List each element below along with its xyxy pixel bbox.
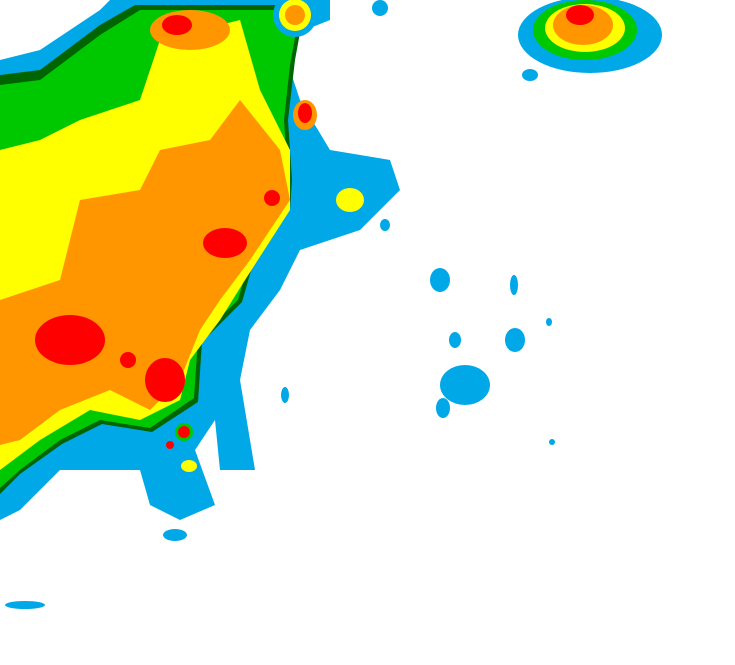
precip-light bbox=[510, 275, 518, 295]
precip-light bbox=[436, 398, 450, 418]
precip-intense bbox=[35, 315, 105, 365]
precip-intense bbox=[120, 352, 136, 368]
precip-light bbox=[505, 328, 525, 352]
precip-intense bbox=[162, 15, 192, 35]
precip-intense bbox=[203, 228, 247, 258]
precip-intense bbox=[166, 441, 174, 449]
precip-intense bbox=[298, 103, 312, 123]
precip-very-heavy bbox=[285, 5, 305, 25]
precip-intense bbox=[566, 5, 594, 25]
precip-light bbox=[430, 268, 450, 292]
precip-light bbox=[281, 387, 289, 403]
precip-light bbox=[380, 219, 390, 231]
precip-light bbox=[546, 318, 552, 326]
precip-heavy bbox=[181, 460, 197, 472]
precip-light bbox=[163, 529, 187, 541]
precip-light bbox=[440, 365, 490, 405]
precip-heavy bbox=[336, 188, 364, 212]
precip-light bbox=[549, 439, 555, 445]
precip-light bbox=[522, 69, 538, 81]
precip-intense bbox=[264, 190, 280, 206]
precip-intense bbox=[178, 426, 190, 438]
precip-intense bbox=[145, 358, 185, 402]
precip-light bbox=[372, 0, 388, 16]
precip-light bbox=[5, 601, 45, 609]
precip-light bbox=[449, 332, 461, 348]
precip-very-heavy bbox=[150, 10, 230, 50]
